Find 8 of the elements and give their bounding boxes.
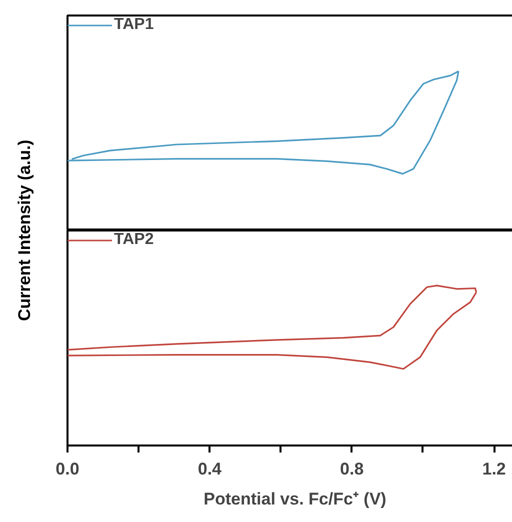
x-tick-label: 0.4	[198, 460, 222, 478]
x-tick-label: 1.2	[482, 460, 506, 478]
x-tick-label: 0.0	[56, 460, 80, 478]
x-axis-title: Potential vs. Fc/Fc⁺ (V)	[204, 490, 386, 508]
x-tick-label: 0.8	[340, 460, 364, 478]
legend-label: TAP1	[114, 16, 154, 34]
y-axis-title: Current Intensity (a.u.)	[14, 139, 35, 321]
legend-label: TAP2	[114, 231, 154, 249]
